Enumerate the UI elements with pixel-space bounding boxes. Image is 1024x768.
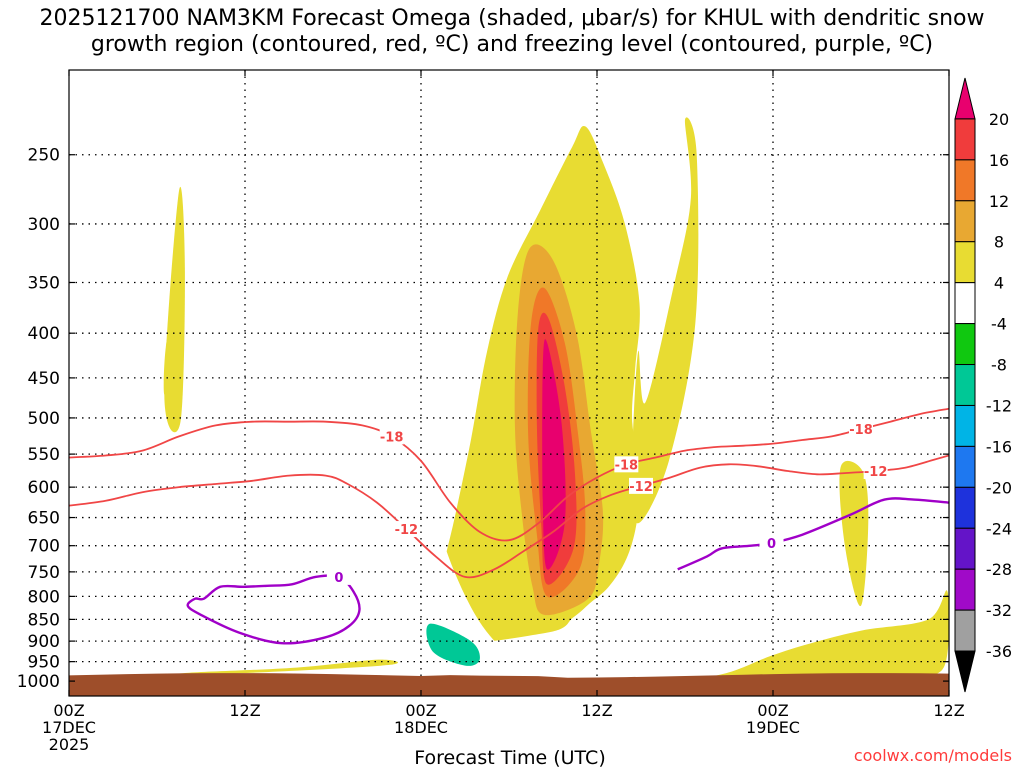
ground [69, 673, 949, 696]
y-tick-label: 550 [28, 445, 60, 465]
contour-label: -12 [395, 523, 419, 538]
x-tick-label: 00Z [757, 701, 788, 720]
omega-region [687, 590, 949, 682]
contour-line [69, 454, 949, 579]
omega-region [164, 186, 185, 433]
contour-line [677, 497, 949, 571]
colorbar-label: -16 [986, 437, 1012, 456]
x-tick-label: 12Z [581, 701, 612, 720]
y-tick-label: 950 [28, 653, 60, 673]
plot-frame [68, 69, 950, 697]
x-tick-label: 12Z [229, 701, 260, 720]
y-tick-label: 1000 [17, 672, 60, 692]
gridlines [69, 70, 949, 696]
omega-colorbar: 20 16 12 8 4 -4 -8 -12 -16 -20 -24 -28 -32 -36 [954, 77, 1012, 693]
x-tick-label: 17DEC [42, 718, 96, 737]
contour-label: 0 [334, 571, 343, 586]
colorbar-label: -28 [986, 560, 1012, 579]
omega-region [426, 623, 480, 666]
y-tick-label: 500 [28, 409, 60, 429]
y-tick-label: 250 [28, 146, 60, 166]
contour-label: -18 [380, 430, 404, 445]
colorbar-label: 8 [994, 233, 1004, 252]
colorbar-label: -12 [986, 396, 1012, 415]
colorbar-label: -24 [986, 519, 1012, 538]
contour-label: 0 [767, 537, 776, 552]
axes: 2503003504004505005506006507007508008509… [17, 69, 965, 754]
x-tick-label: 00Z [53, 701, 84, 720]
omega-region [542, 339, 566, 570]
colorbar-swatch [954, 609, 976, 652]
colorbar-label: -36 [986, 642, 1012, 661]
colorbar-label: -8 [991, 356, 1007, 375]
contour-label-bg [849, 421, 873, 438]
omega-region [737, 146, 782, 433]
contour-label-bg [326, 568, 351, 585]
ground-layer [69, 673, 949, 696]
y-tick-label: 850 [28, 610, 60, 630]
omega-region [632, 117, 699, 524]
y-tick-label: 650 [28, 509, 60, 529]
x-tick-label: 2025 [49, 735, 90, 754]
x-tick-label: 19DEC [746, 718, 800, 737]
contour-line [69, 407, 949, 542]
contour-line [186, 574, 361, 645]
axis-labels: Forecast Time (UTC) coolwx.com/models [414, 746, 1012, 768]
contour-label-bg [614, 456, 639, 473]
x-tick-label: 18DEC [394, 718, 448, 737]
y-tick-label: 600 [28, 478, 60, 498]
temperature-contours: -18 -18 -18 -12 -12 -12 0 0 [69, 407, 949, 645]
colorbar-swatch [954, 527, 976, 570]
colorbar-swatch [954, 200, 976, 243]
colorbar-swatch [954, 364, 976, 406]
y-tick-label: 900 [28, 632, 60, 652]
y-tick-label: 800 [28, 587, 60, 607]
colorbar-swatch [954, 282, 976, 325]
colorbar-cap [954, 77, 976, 120]
colorbar-swatch [954, 486, 976, 529]
y-tick-label: 350 [28, 273, 60, 293]
colorbar-label: 16 [989, 151, 1009, 170]
colorbar-label: 12 [989, 192, 1009, 211]
y-tick-label: 400 [28, 324, 60, 344]
y-tick-label: 750 [28, 563, 60, 583]
colorbar-swatch [954, 118, 976, 161]
contour-label: -12 [864, 465, 888, 480]
x-axis-title: Forecast Time (UTC) [414, 747, 605, 768]
contour-label-bg [863, 462, 888, 479]
colorbar-swatch [954, 445, 976, 488]
contour-label-bg [394, 521, 419, 538]
colorbar-swatch [954, 241, 976, 284]
colorbar-swatch [954, 159, 976, 202]
colorbar-label: -20 [986, 478, 1012, 497]
chart-title-line2: growth region (contoured, red, ºC) and f… [90, 32, 934, 57]
contour-label-bg [759, 534, 784, 551]
contour-label: -12 [629, 480, 653, 495]
x-tick-label: 00Z [405, 701, 436, 720]
y-tick-label: 450 [28, 369, 60, 389]
credit-link[interactable]: coolwx.com/models [854, 746, 1012, 765]
colorbar-label: -4 [991, 315, 1007, 334]
colorbar-swatch [954, 323, 976, 366]
colorbar-label: 20 [989, 110, 1009, 129]
colorbar-label: 4 [994, 274, 1004, 293]
omega-region [369, 426, 532, 676]
x-tick-label: 12Z [933, 701, 964, 720]
omega-region [927, 116, 949, 383]
contour-label-bg [629, 477, 653, 494]
colorbar-label: -32 [986, 601, 1012, 620]
omega-region [839, 460, 869, 607]
contour-label-bg [379, 428, 404, 445]
omega-region [170, 659, 399, 676]
y-tick-label: 700 [28, 537, 60, 557]
contour-label: -18 [615, 458, 639, 473]
chart-title-line1: 2025121700 NAM3KM Forecast Omega (shaded… [39, 6, 985, 31]
colorbar-swatch [954, 568, 976, 611]
contour-label: -18 [849, 423, 873, 438]
colorbar-cap [954, 650, 976, 693]
colorbar-swatch [954, 404, 976, 447]
y-tick-label: 300 [28, 215, 60, 235]
